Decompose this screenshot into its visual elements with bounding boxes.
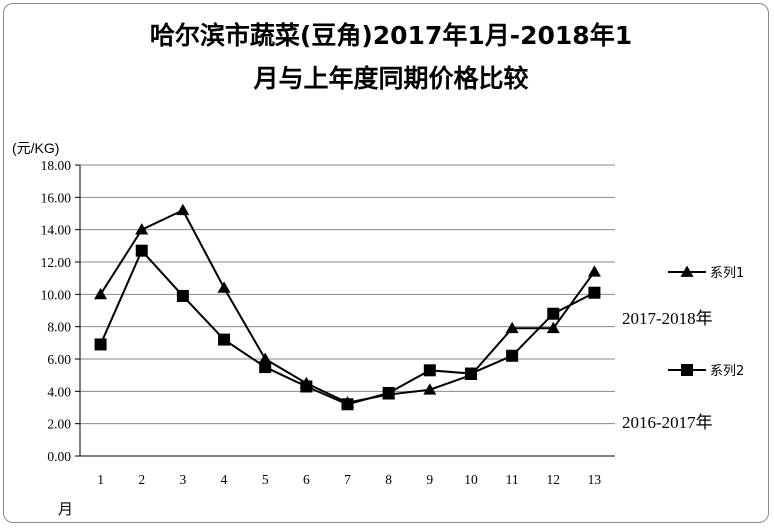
legend-entry-2: 系列2 2016-2017年 bbox=[622, 364, 744, 432]
chart-title-line-1: 哈尔滨市蔬菜(豆角)2017年1月-2018年1 bbox=[150, 21, 632, 50]
series-year-annotation: 2016-2017年 bbox=[622, 413, 713, 432]
data-point bbox=[300, 380, 313, 393]
gridlines bbox=[80, 164, 615, 425]
data-point bbox=[587, 265, 601, 277]
x-tick-label: 5 bbox=[262, 472, 269, 487]
x-tick-label: 13 bbox=[588, 472, 602, 487]
data-point bbox=[547, 307, 560, 320]
series-line bbox=[99, 208, 596, 404]
x-tick-label: 8 bbox=[385, 472, 392, 487]
y-tick-labels: 0.00 2.00 4.00 6.00 8.00 10.00 12.00 14.00 16.00… bbox=[41, 158, 72, 464]
x-axis-unit-label: 月 bbox=[58, 500, 73, 518]
x-tick-label: 12 bbox=[547, 472, 561, 487]
y-tick-label: 12.00 bbox=[41, 255, 72, 270]
series-2 bbox=[94, 244, 601, 411]
legend-label: 系列2 bbox=[710, 364, 744, 379]
data-point bbox=[258, 352, 272, 364]
x-tick-label: 11 bbox=[506, 472, 519, 487]
x-tick-label: 4 bbox=[221, 472, 228, 487]
data-point bbox=[506, 349, 519, 362]
data-point bbox=[588, 286, 601, 299]
series-year-annotation: 2017-2018年 bbox=[622, 309, 713, 328]
data-point bbox=[135, 244, 148, 257]
legend-label: 系列1 bbox=[710, 266, 744, 281]
y-tick-label: 2.00 bbox=[47, 417, 71, 432]
series-lines bbox=[94, 203, 601, 411]
axes bbox=[75, 164, 615, 457]
legend-marker bbox=[681, 364, 693, 376]
chart-title-line-2: 月与上年度同期价格比较 bbox=[252, 64, 528, 93]
data-point bbox=[382, 386, 395, 399]
data-point bbox=[464, 367, 477, 380]
y-tick-label: 16.00 bbox=[41, 190, 72, 205]
y-tick-label: 6.00 bbox=[47, 352, 71, 367]
data-point bbox=[505, 321, 519, 334]
series-1 bbox=[94, 203, 601, 408]
data-point bbox=[135, 223, 149, 235]
data-point bbox=[94, 338, 107, 351]
x-tick-label: 6 bbox=[303, 472, 310, 487]
chart-frame bbox=[3, 3, 769, 523]
x-tick-label: 7 bbox=[344, 472, 351, 487]
data-point bbox=[423, 383, 437, 395]
x-tick-labels: 1 2 3 4 5 6 7 8 9 10 11 12 13 bbox=[97, 472, 601, 487]
y-tick-label: 0.00 bbox=[47, 449, 71, 464]
y-tick-label: 14.00 bbox=[41, 223, 72, 238]
x-tick-label: 3 bbox=[180, 472, 187, 487]
data-point bbox=[423, 364, 436, 377]
y-axis-unit-label: (元/KG) bbox=[12, 140, 59, 156]
y-tick-label: 10.00 bbox=[41, 287, 72, 302]
y-tick-label: 18.00 bbox=[41, 158, 72, 173]
data-point bbox=[218, 333, 231, 346]
x-tick-label: 10 bbox=[464, 472, 478, 487]
data-point bbox=[259, 361, 272, 374]
data-point bbox=[217, 281, 231, 293]
data-point bbox=[94, 287, 108, 300]
legend-marker bbox=[680, 265, 694, 277]
x-tick-label: 2 bbox=[138, 472, 145, 487]
y-tick-label: 4.00 bbox=[47, 384, 71, 399]
data-point bbox=[546, 321, 560, 334]
data-point bbox=[176, 203, 190, 216]
legend-entry-1: 系列1 2017-2018年 bbox=[622, 265, 744, 328]
y-tick-label: 8.00 bbox=[47, 320, 71, 335]
data-point bbox=[341, 398, 354, 411]
x-tick-label: 9 bbox=[426, 472, 433, 487]
data-point bbox=[176, 289, 189, 302]
x-tick-label: 1 bbox=[97, 472, 104, 487]
